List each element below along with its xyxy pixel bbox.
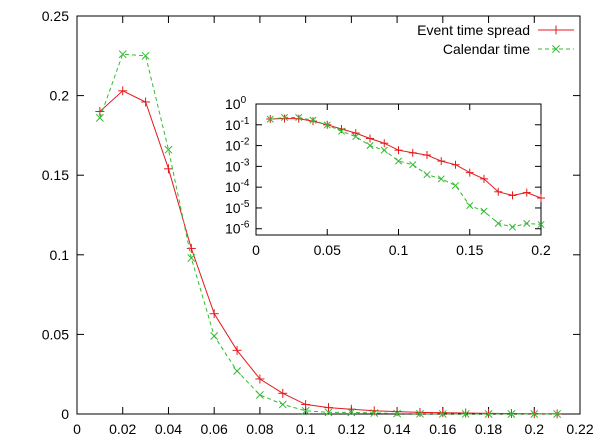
main-series-1-point-16-b xyxy=(461,410,470,418)
inset-series-1-point-3-b xyxy=(309,116,317,124)
inset-x-tick-label-2: 0.1 xyxy=(389,242,409,258)
inset-x-tick-label-4: 0.2 xyxy=(531,242,551,258)
main-series-1-point-2-b xyxy=(141,51,150,60)
inset-series-1-point-18-b xyxy=(523,219,531,227)
main-x-tick-label-6: 0.12 xyxy=(338,421,365,437)
main-series-1-point-17-b xyxy=(484,410,493,418)
inset-series-1-point-2-b xyxy=(295,113,303,122)
main-x-tick-label-8: 0.16 xyxy=(429,421,456,437)
inset-series-1-point-17-b xyxy=(508,223,517,231)
inset-x-tick-label-0: 0 xyxy=(252,242,260,258)
inset-y-tick-exponent-4: -4 xyxy=(241,178,250,189)
main-series-1-point-15-b xyxy=(438,409,447,418)
main-y-tick-label-3: 0.15 xyxy=(42,167,69,183)
main-series-1-point-10-b xyxy=(324,408,333,417)
inset-series-1-point-11-b xyxy=(423,171,431,179)
inset-series-1-point-13-b xyxy=(451,181,460,190)
inset-series-line-0 xyxy=(270,117,542,199)
inset-y-tick-label-1: 10-1 xyxy=(225,116,250,133)
main-x-tick-label-5: 0.1 xyxy=(296,421,316,437)
inset-x-tick-label-1: 0.05 xyxy=(314,242,341,258)
main-series-1-point-4-b xyxy=(187,254,196,262)
inset-y-tick-exponent-5: -5 xyxy=(241,199,250,210)
inset-series-1-point-19-b xyxy=(537,220,545,229)
main-x-tick-label-7: 0.14 xyxy=(383,421,410,437)
inset-y-tick-exponent-2: -2 xyxy=(241,137,250,148)
main-y-tick-label-0: 0 xyxy=(61,406,69,422)
main-series-1-point-7-b xyxy=(255,390,264,399)
inset-frame xyxy=(255,103,542,236)
inset-series-1-point-0-b xyxy=(266,115,274,123)
main-x-tick-label-1: 0.02 xyxy=(109,421,136,437)
main-series-1-point-8-b xyxy=(278,400,287,409)
main-x-tick-label-0: 0 xyxy=(73,421,81,437)
inset-series-1-point-6-b xyxy=(352,133,360,141)
legend-marker-1-b xyxy=(552,45,560,53)
inset-series-1-point-9-b xyxy=(394,157,403,165)
main-series-1-point-14-b xyxy=(416,409,424,418)
main-y-tick-label-4: 0.2 xyxy=(50,88,70,104)
inset-plot: 0 0.05 0.1 0.15 0.2 100 10-1 10-2 10-3 10-4 10-5 10… xyxy=(225,95,551,258)
inset-series-line-1 xyxy=(270,116,542,228)
main-series-1-point-13-b xyxy=(393,409,402,418)
main-series-1-point-19-b xyxy=(530,410,539,418)
inset-series-1-point-7-b xyxy=(366,142,374,150)
main-x-tick-label-10: 0.2 xyxy=(525,421,545,437)
main-plot: 0 0.02 0.04 0.06 0.08 0.1 0.12 0.14 0.16 0.18 0.2 0… xyxy=(42,8,594,437)
main-x-tick-label-4: 0.08 xyxy=(246,421,273,437)
inset-series-1-point-1-b xyxy=(280,113,289,121)
main-y-tick-label-1: 0.05 xyxy=(42,326,69,342)
main-x-tick-label-2: 0.04 xyxy=(155,421,182,437)
inset-y-tick-label-3: 10-3 xyxy=(225,157,250,174)
main-y-tick-label-5: 0.25 xyxy=(42,8,69,24)
main-series-1-point-11-b xyxy=(347,408,356,417)
inset-y-tick-exponent-1: -1 xyxy=(241,116,250,127)
legend: Event time spread Calendar time xyxy=(417,22,574,57)
main-x-tick-label-11: 0.22 xyxy=(566,421,593,437)
inset-y-tick-label-6: 10-6 xyxy=(225,220,250,237)
main-x-tick-label-3: 0.06 xyxy=(201,421,228,437)
main-x-tick-label-9: 0.18 xyxy=(475,421,502,437)
inset-series-1-point-16-b xyxy=(494,219,502,227)
inset-series-1-point-15-b xyxy=(480,207,488,215)
main-series-1-point-3-b xyxy=(164,145,173,154)
inset-y-tick-label-0: 100 xyxy=(225,95,247,112)
legend-label-0: Event time spread xyxy=(417,22,530,38)
main-series-1-point-12-b xyxy=(370,409,379,417)
inset-series-1-point-10-b xyxy=(409,161,417,169)
inset-y-tick-label-5: 10-5 xyxy=(225,199,250,216)
inset-series-1-point-8-b xyxy=(380,146,388,154)
inset-y-tick-exponent-0: 0 xyxy=(241,95,247,106)
main-series-1-point-6-b xyxy=(233,367,241,375)
inset-y-tick-exponent-3: -3 xyxy=(241,157,250,168)
inset-series-1-point-14-b xyxy=(466,202,474,210)
inset-y-tick-exponent-6: -6 xyxy=(241,220,250,231)
inset-y-tick-label-2: 10-2 xyxy=(225,137,250,154)
inset-series-1-point-5-b xyxy=(337,127,346,135)
inset-y-tick-label-4: 10-4 xyxy=(225,178,250,195)
main-series-1-point-20-b xyxy=(553,410,562,418)
main-y-tick-label-2: 0.1 xyxy=(50,247,70,263)
main-plot-frame xyxy=(76,15,581,415)
inset-x-tick-label-3: 0.15 xyxy=(456,242,483,258)
inset-series-1-point-4-b xyxy=(323,121,331,129)
main-series-1-point-18-b xyxy=(507,410,516,418)
inset-series-1-point-12-b xyxy=(437,175,445,183)
main-series-1-point-0-b xyxy=(95,113,104,122)
main-series-1-point-9-b xyxy=(301,406,310,415)
main-series-1-point-1-b xyxy=(118,50,127,59)
legend-label-1: Calendar time xyxy=(443,41,530,57)
main-series-1-point-5-b xyxy=(210,332,219,340)
